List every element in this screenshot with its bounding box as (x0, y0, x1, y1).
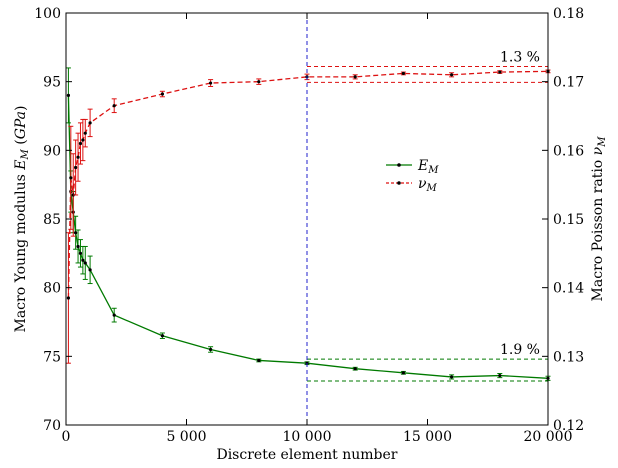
data-point (112, 313, 116, 317)
data-point (209, 81, 213, 85)
y-axis-left-label: Macro Young modulus EM (GPa) (13, 105, 31, 332)
convergence-bands (307, 66, 548, 382)
x-tick-label: 20 000 (524, 429, 573, 445)
data-point (76, 155, 80, 159)
y-right-tick-label: 0.17 (553, 75, 584, 91)
data-point (88, 121, 92, 125)
y-right-tick-label: 0.12 (553, 418, 584, 434)
y-left-tick-label: 80 (43, 281, 61, 297)
axis-ticks: 0 5 000 10 000 15 000 20 000 70 75 80 85 90 95 100 0… (34, 6, 584, 445)
x-tick-label: 0 (62, 429, 71, 445)
data-point (450, 375, 454, 379)
band-labels: 1.9 % 1.3 % (500, 50, 540, 359)
y-left-tick-label: 95 (43, 75, 61, 91)
y-left-tick-label: 90 (43, 143, 61, 159)
legend-label: EM (417, 158, 439, 176)
data-point (209, 347, 213, 352)
data-point (66, 296, 71, 300)
data-point (353, 75, 357, 79)
data-point (78, 141, 83, 146)
data-point (160, 92, 164, 96)
data-point (498, 373, 502, 378)
data-point (83, 131, 87, 135)
legend-swatch-marker (397, 163, 401, 167)
y-right-tick-label: 0.15 (553, 212, 584, 228)
legend-label: νM (418, 176, 438, 194)
data-point (401, 371, 405, 375)
data-point (450, 73, 454, 77)
data-point (74, 165, 78, 170)
x-tick-label: 5 000 (166, 429, 206, 445)
data-point (76, 244, 80, 249)
legend-swatch-marker (397, 181, 401, 185)
series-line-left (67, 95, 549, 379)
data-point (112, 104, 116, 108)
x-tick-label: 10 000 (283, 429, 332, 445)
data-point (66, 93, 71, 97)
y-left-tick-label: 85 (43, 212, 61, 228)
data-point (401, 71, 405, 76)
y-left-tick-label: 70 (43, 418, 61, 434)
data-point (74, 231, 78, 235)
series-line-right (67, 70, 549, 298)
data-point (498, 70, 502, 74)
band-label: 1.3 % (500, 50, 540, 66)
y-right-tick-label: 0.18 (553, 6, 584, 22)
data-point (81, 258, 85, 262)
y-axis-right-label: Macro Poisson ratio νM (590, 136, 608, 302)
x-tick-label: 15 000 (403, 429, 452, 445)
plot-series (65, 67, 551, 381)
data-point (78, 251, 83, 255)
data-point (257, 80, 261, 84)
y-right-tick-label: 0.16 (553, 143, 584, 159)
band-label: 1.9 % (500, 342, 540, 358)
data-point (257, 358, 261, 363)
y-right-tick-label: 0.14 (553, 281, 584, 297)
data-point (83, 261, 87, 265)
data-point (160, 334, 164, 338)
y-right-tick-label: 0.13 (553, 349, 584, 365)
data-point (69, 176, 73, 180)
y-left-tick-label: 100 (34, 6, 61, 22)
data-point (88, 268, 92, 272)
data-point (81, 138, 85, 142)
x-axis-label: Discrete element number (216, 447, 397, 463)
y-left-tick-label: 75 (43, 349, 61, 365)
data-point (353, 367, 357, 371)
